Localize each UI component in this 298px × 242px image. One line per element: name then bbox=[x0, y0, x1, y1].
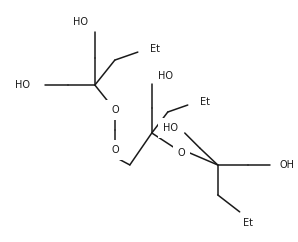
Text: Et: Et bbox=[243, 218, 253, 228]
Text: HO: HO bbox=[163, 123, 178, 133]
Text: O: O bbox=[178, 148, 186, 158]
Text: OH: OH bbox=[280, 160, 295, 170]
Text: O: O bbox=[111, 105, 119, 115]
Text: O: O bbox=[111, 145, 119, 155]
Text: Et: Et bbox=[200, 97, 210, 107]
Text: HO: HO bbox=[158, 71, 173, 81]
Text: HO: HO bbox=[15, 80, 30, 90]
Text: HO: HO bbox=[73, 17, 88, 27]
Text: Et: Et bbox=[150, 44, 160, 54]
